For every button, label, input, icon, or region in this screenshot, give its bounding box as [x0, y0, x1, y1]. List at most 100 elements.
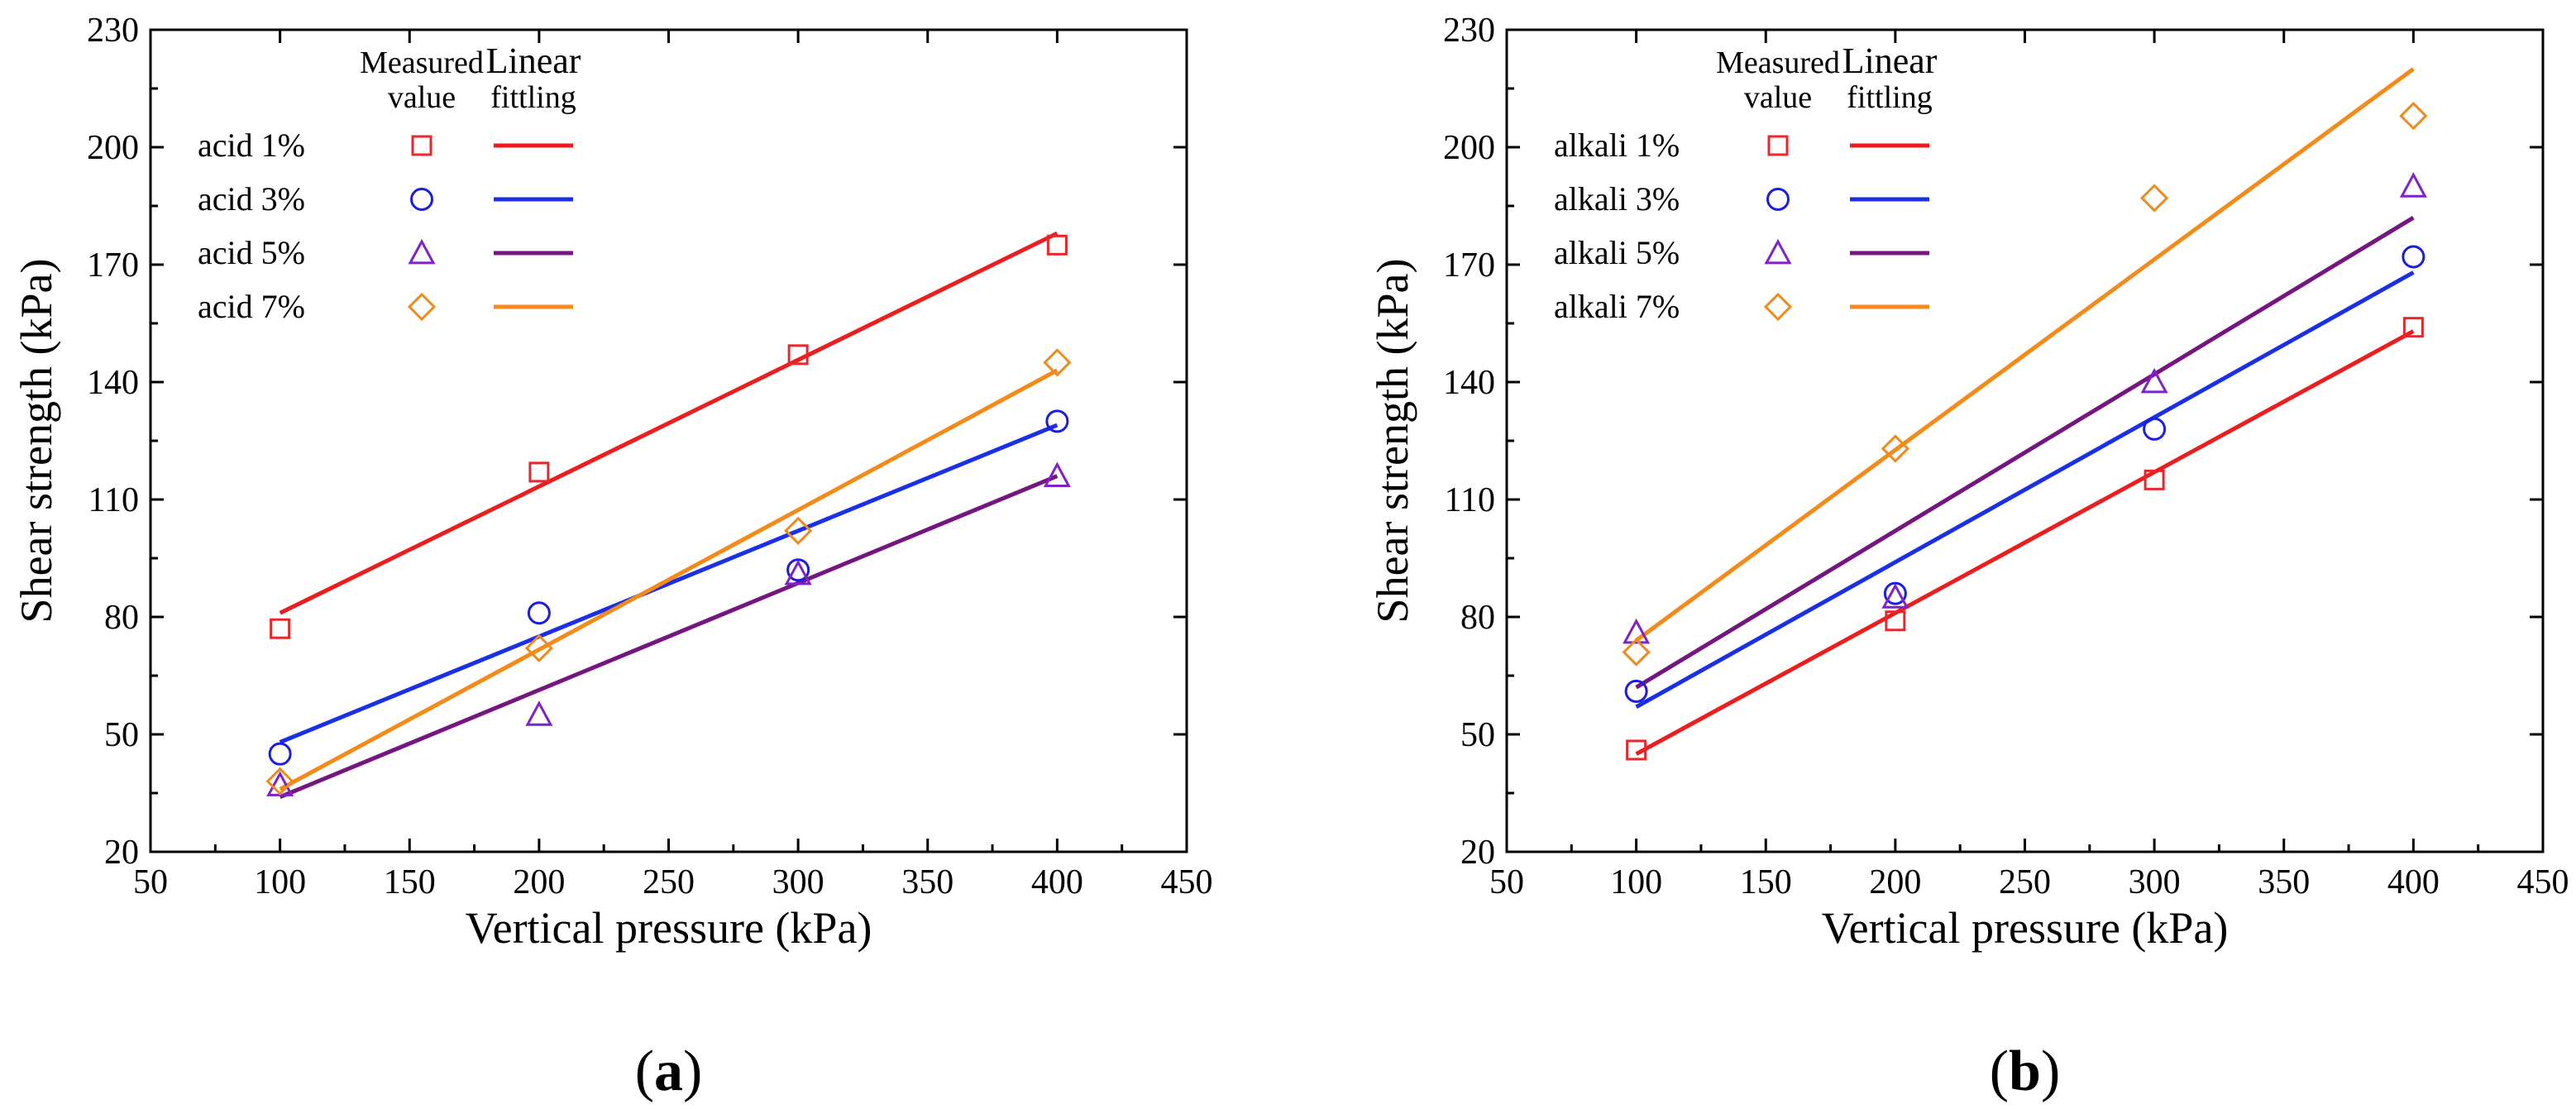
data-point-acid-1-	[270, 618, 291, 639]
y-axis-label: Shear strength (kPa)	[1368, 259, 1417, 624]
chart-panel-a: 50 100 150 200 250 300 350 400 45020508011014017…	[12, 12, 1213, 1103]
data-point-acid-1-	[528, 461, 550, 483]
legend-label-acid-1-: acid 1%	[198, 127, 305, 164]
panel-caption-b: (b)	[1990, 1040, 2061, 1103]
legend-label-alkali-7-: alkali 7%	[1554, 288, 1680, 325]
x-tick-label: 250	[1999, 863, 2051, 901]
x-tick-label: 100	[254, 863, 306, 901]
legend-label-alkali-5-: alkali 5%	[1554, 234, 1680, 271]
y-tick-label: 170	[1443, 246, 1495, 284]
y-tick-label: 20	[1460, 834, 1495, 872]
data-point-alkali-7-	[1881, 434, 1909, 463]
legend-header-fit: fittling	[490, 80, 576, 115]
x-tick-label: 400	[1031, 863, 1083, 901]
x-axis-label: Vertical pressure (kPa)	[1822, 903, 2229, 953]
y-tick-label: 140	[1443, 364, 1495, 402]
data-point-acid-7-	[784, 516, 813, 545]
x-tick-label: 450	[2517, 863, 2569, 901]
fit-line-alkali-5-	[1635, 216, 2415, 690]
data-point-acid-5-	[525, 700, 553, 726]
data-point-acid-5-	[1043, 461, 1071, 487]
y-tick-label: 140	[87, 364, 139, 402]
legend-marker-alkali-5-	[1764, 238, 1792, 265]
legend-marker-acid-7-	[407, 292, 437, 322]
legend-marker-alkali-7-	[1763, 292, 1793, 322]
data-point-alkali-5-	[2140, 367, 2168, 394]
y-tick-label: 80	[1460, 599, 1495, 637]
y-tick-label: 20	[104, 834, 139, 872]
y-axis-label: Shear strength (kPa)	[12, 259, 61, 624]
fit-line-acid-1-	[279, 231, 1059, 615]
x-tick-label: 50	[133, 863, 168, 901]
y-tick-label: 230	[87, 12, 139, 50]
x-tick-label: 350	[2258, 863, 2310, 901]
y-tick-label: 200	[1443, 129, 1495, 167]
data-point-acid-1-	[787, 344, 809, 366]
fit-line-alkali-1-	[1635, 329, 2415, 756]
data-point-alkali-1-	[2402, 317, 2424, 338]
legend-marker-acid-1-	[411, 135, 433, 156]
data-point-alkali-1-	[1626, 739, 1647, 761]
y-tick-label: 50	[1460, 716, 1495, 754]
fit-line-alkali-3-	[1635, 270, 2415, 710]
fit-line-alkali-7-	[1635, 67, 2415, 643]
x-tick-label: 50	[1489, 863, 1524, 901]
data-point-alkali-3-	[1883, 581, 1907, 605]
x-tick-label: 200	[1869, 863, 1921, 901]
y-tick-label: 200	[87, 129, 139, 167]
data-point-alkali-3-	[2143, 417, 2167, 441]
data-point-acid-3-	[786, 558, 810, 582]
data-point-alkali-7-	[2140, 184, 2169, 213]
x-tick-label: 400	[2387, 863, 2440, 901]
data-point-acid-7-	[524, 633, 553, 662]
fit-line-acid-7-	[279, 368, 1059, 791]
data-point-alkali-3-	[2402, 245, 2425, 269]
data-point-alkali-1-	[2143, 469, 2165, 490]
chart-panel-b: 50 100 150 200 250 300 350 400 45020508011014017…	[1368, 12, 2569, 1103]
data-point-alkali-5-	[1881, 583, 1909, 609]
x-axis-label: Vertical pressure (kPa)	[466, 903, 872, 953]
legend-label-acid-5-: acid 5%	[198, 234, 305, 271]
legend-header-measured: Measured	[1716, 45, 1840, 80]
legend-header-measured: Measured	[360, 45, 484, 80]
x-tick-label: 250	[643, 863, 695, 901]
legend-header-fit: Linear	[486, 41, 581, 81]
x-tick-label: 200	[513, 863, 565, 901]
legend-header-fit: fittling	[1847, 80, 1932, 115]
data-point-acid-3-	[1045, 409, 1069, 433]
fit-line-acid-5-	[279, 474, 1059, 800]
data-point-acid-3-	[268, 742, 292, 766]
x-tick-label: 150	[384, 863, 436, 901]
legend-header-measured: value	[1744, 80, 1812, 115]
data-point-alkali-7-	[1622, 638, 1651, 667]
legend-label-alkali-1-: alkali 1%	[1554, 127, 1680, 164]
y-tick-label: 50	[104, 716, 139, 754]
x-tick-label: 450	[1161, 863, 1213, 901]
legend-label-acid-3-: acid 3%	[198, 180, 305, 217]
data-point-acid-1-	[1046, 234, 1068, 256]
data-point-alkali-3-	[1624, 679, 1648, 703]
data-point-alkali-7-	[2399, 102, 2428, 131]
data-point-alkali-5-	[1623, 618, 1651, 644]
legend-label-alkali-3-: alkali 3%	[1554, 180, 1680, 217]
y-tick-label: 110	[88, 481, 139, 519]
legend-header-fit: Linear	[1842, 41, 1938, 81]
x-tick-label: 100	[1610, 863, 1662, 901]
legend-marker-alkali-3-	[1766, 188, 1790, 211]
panel-caption-a: (a)	[635, 1040, 703, 1103]
y-tick-label: 110	[1445, 481, 1495, 519]
data-point-acid-7-	[1043, 348, 1072, 377]
data-point-alkali-5-	[2399, 172, 2427, 198]
legend-label-acid-7-: acid 7%	[198, 288, 305, 325]
x-tick-label: 350	[901, 863, 953, 901]
data-point-acid-3-	[527, 601, 551, 625]
plot-frame-a	[149, 28, 1188, 853]
legend-marker-acid-5-	[408, 238, 436, 265]
x-tick-label: 300	[772, 863, 824, 901]
y-tick-label: 230	[1443, 12, 1495, 50]
y-tick-label: 170	[87, 246, 139, 284]
fit-line-acid-3-	[279, 423, 1059, 744]
x-tick-label: 150	[1740, 863, 1792, 901]
